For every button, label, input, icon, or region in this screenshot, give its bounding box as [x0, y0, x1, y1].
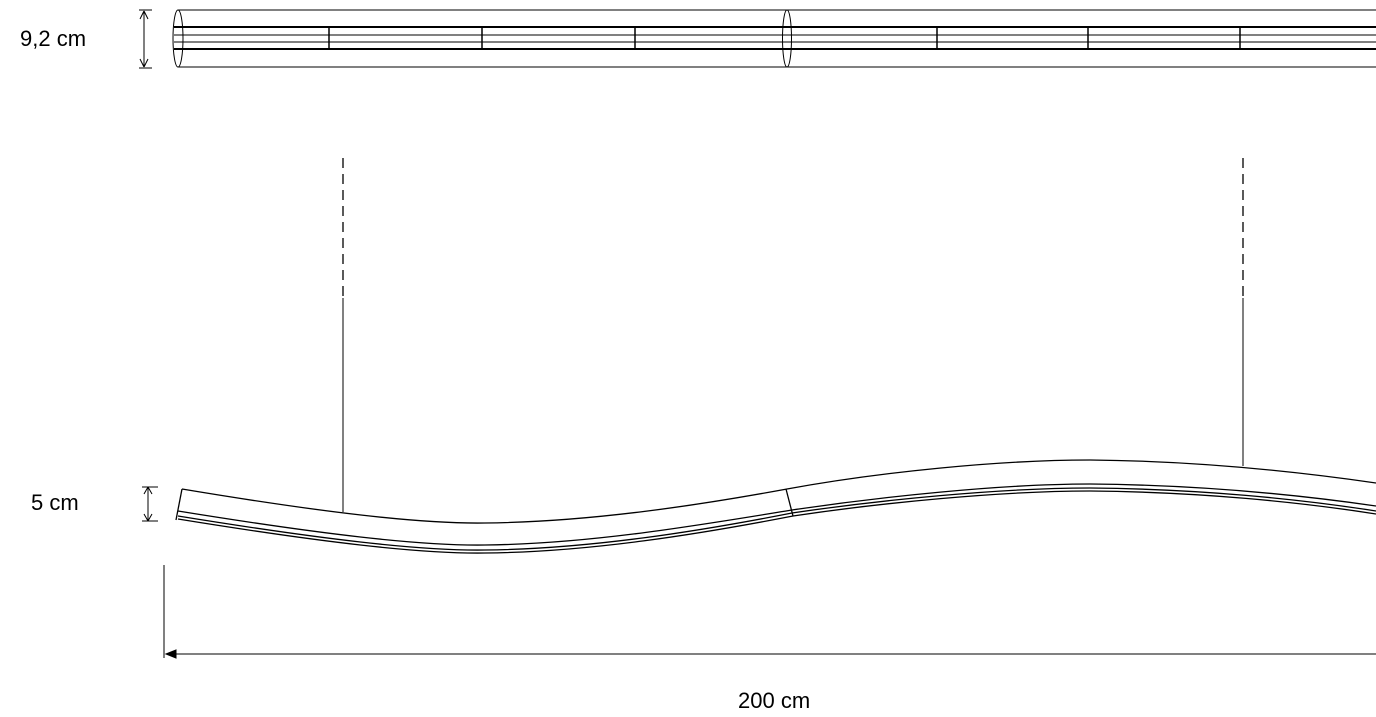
height-dimension-arrow — [142, 486, 158, 522]
diameter-dimension-arrow — [139, 9, 152, 69]
side-view-wave — [175, 459, 1376, 554]
suspension-cables — [342, 158, 1244, 512]
length-label: 200 cm — [738, 688, 811, 713]
diameter-label: 9,2 cm — [20, 26, 87, 51]
length-dimension-arrow — [163, 565, 1376, 659]
height-label: 5 cm — [31, 490, 79, 515]
top-view-tube — [172, 9, 1376, 68]
